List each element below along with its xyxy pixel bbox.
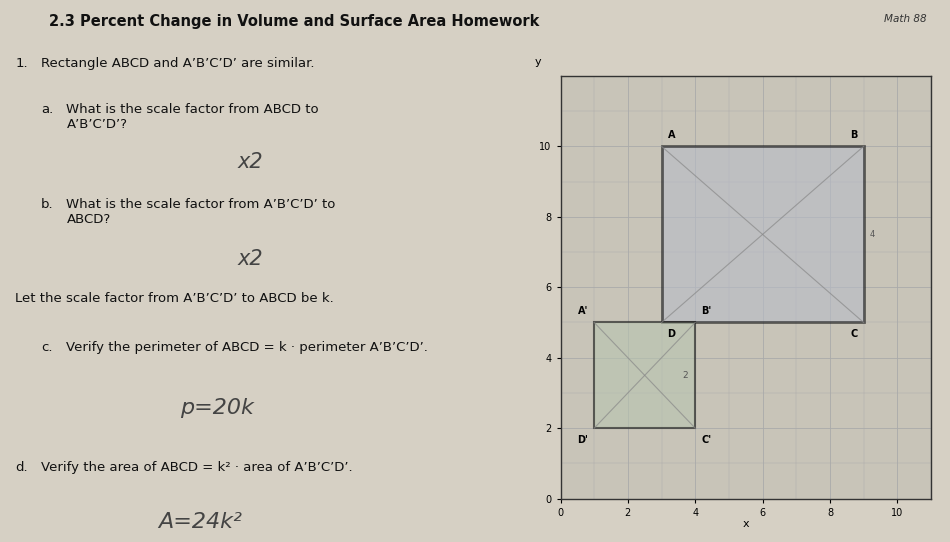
Text: D': D' xyxy=(578,435,588,444)
Text: Verify the area of ABCD = k² · area of A’B’C’D’.: Verify the area of ABCD = k² · area of A… xyxy=(41,461,352,474)
Text: B: B xyxy=(850,130,858,140)
Text: 2: 2 xyxy=(682,371,688,380)
Text: Let the scale factor from A’B’C’D’ to ABCD be k.: Let the scale factor from A’B’C’D’ to AB… xyxy=(15,292,334,305)
Text: c.: c. xyxy=(41,341,52,354)
Text: What is the scale factor from ABCD to
A’B’C’D’?: What is the scale factor from ABCD to A’… xyxy=(66,103,319,131)
Text: 2.3 Percent Change in Volume and Surface Area Homework: 2.3 Percent Change in Volume and Surface… xyxy=(49,14,540,29)
Text: Math 88: Math 88 xyxy=(884,14,926,23)
Text: C': C' xyxy=(701,435,712,444)
X-axis label: x: x xyxy=(743,519,749,529)
Text: a.: a. xyxy=(41,103,53,116)
Text: A: A xyxy=(668,130,675,140)
Text: A=24k²: A=24k² xyxy=(158,512,241,532)
Text: d.: d. xyxy=(15,461,28,474)
Bar xyxy=(661,146,864,322)
Bar xyxy=(594,322,695,428)
Text: b.: b. xyxy=(41,198,53,211)
Text: What is the scale factor from A’B’C’D’ to
ABCD?: What is the scale factor from A’B’C’D’ t… xyxy=(66,198,336,226)
Text: x2: x2 xyxy=(238,249,263,269)
Text: B': B' xyxy=(701,306,712,316)
Text: C: C xyxy=(850,329,858,339)
Text: p=20k: p=20k xyxy=(180,398,255,418)
Text: Verify the perimeter of ABCD = k · perimeter A’B’C’D’.: Verify the perimeter of ABCD = k · perim… xyxy=(66,341,428,354)
Text: x2: x2 xyxy=(238,152,263,172)
Y-axis label: y: y xyxy=(535,57,541,67)
Text: 1.: 1. xyxy=(15,57,28,70)
Text: D: D xyxy=(668,329,675,339)
Text: 4: 4 xyxy=(869,230,875,239)
Text: A': A' xyxy=(578,306,588,316)
Text: Rectangle ABCD and A’B’C’D’ are similar.: Rectangle ABCD and A’B’C’D’ are similar. xyxy=(41,57,314,70)
